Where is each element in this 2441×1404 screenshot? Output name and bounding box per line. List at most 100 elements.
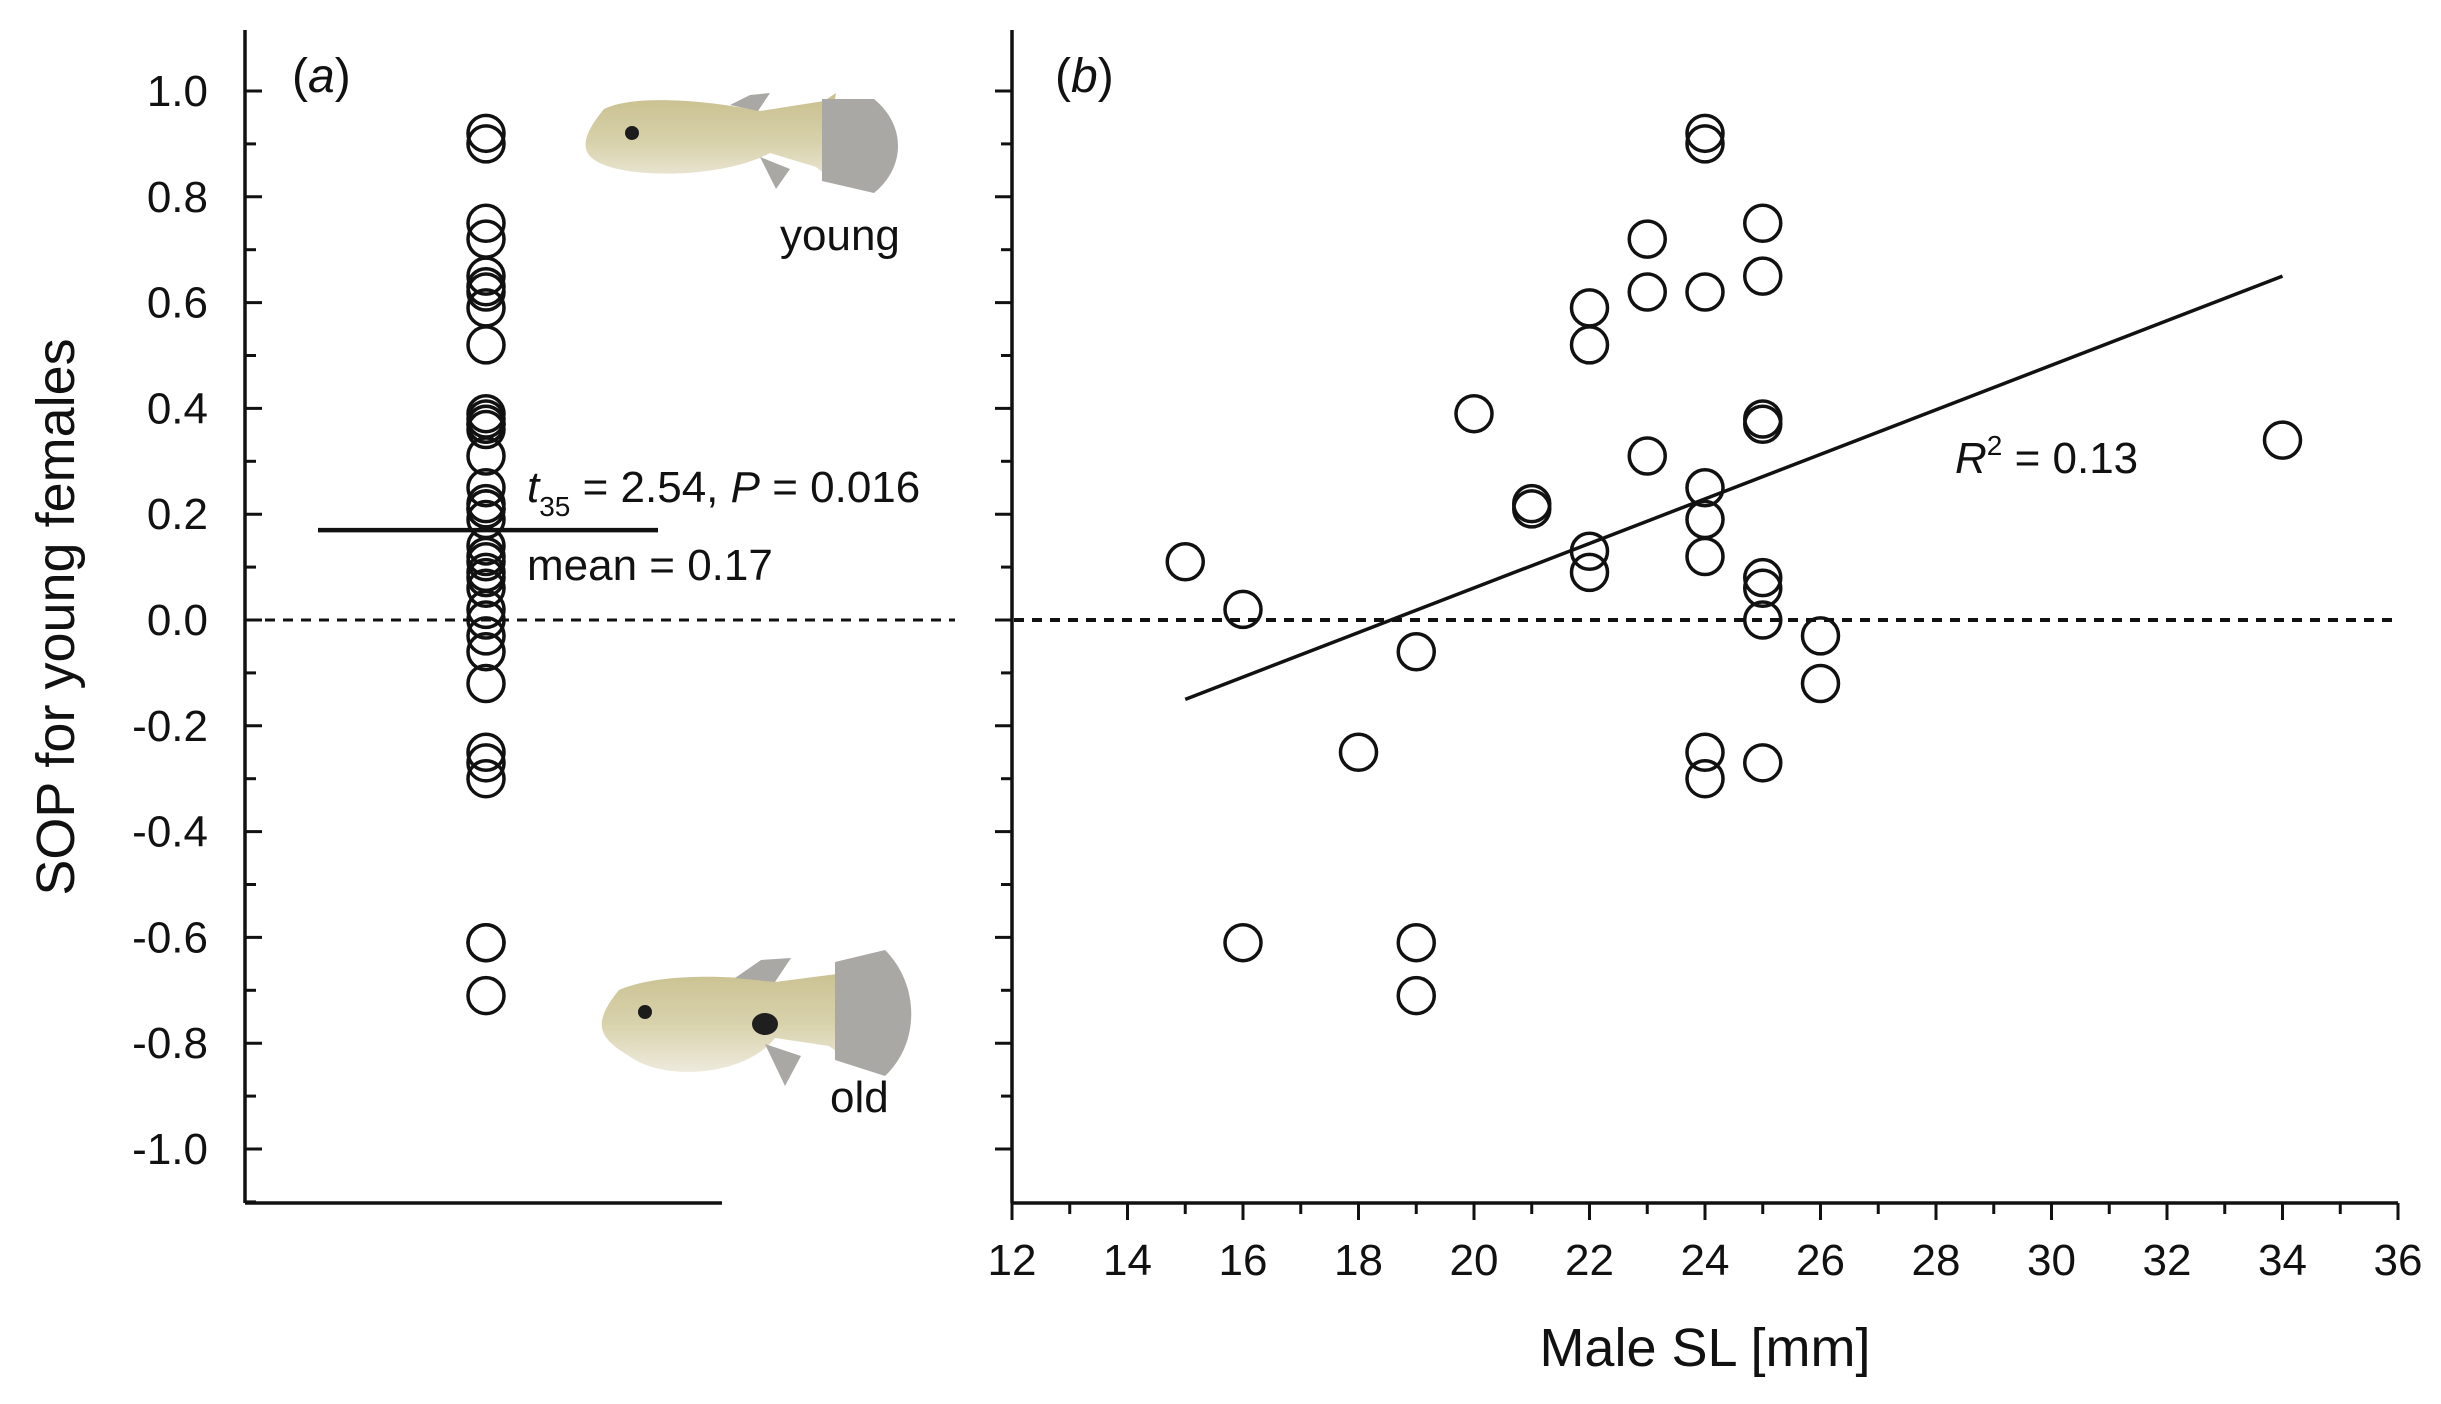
panel-a-point	[466, 631, 506, 672]
panel-a-point	[466, 743, 506, 783]
panel-b-point	[1569, 288, 1610, 328]
panel-a-point	[466, 203, 506, 243]
panel-a-y-tick-label: -0.6	[132, 913, 208, 962]
panel-a-y-tick-label: 0.2	[147, 490, 208, 539]
panel-b-point	[1743, 404, 1783, 445]
panel-b-point	[1165, 542, 1205, 582]
r-squared-annotation: R2 = 0.13	[1955, 430, 2138, 483]
panel-a-y-tick-label: 0.4	[147, 384, 208, 433]
panel-b-x-tick-label: 26	[1796, 1236, 1845, 1285]
y-axis-title: SOP for young females	[26, 338, 86, 895]
panel-a-point	[466, 124, 506, 164]
panel-a-point	[466, 663, 506, 704]
panel-b-point	[1743, 600, 1783, 640]
t-test-annotation: t35 = 2.54, P = 0.016	[527, 463, 920, 522]
x-axis-title: Male SL [mm]	[1539, 1318, 1870, 1378]
panel-b-x-ticks: 12 14 16 18 20 22 24 26 28 30 32 34 36	[988, 1203, 2423, 1285]
panel-b-x-tick-label: 16	[1219, 1236, 1268, 1285]
panel-b-point	[1743, 557, 1783, 598]
panel-b-point	[1512, 483, 1552, 524]
panel-b-point	[1743, 203, 1783, 243]
panel-b-point	[1569, 531, 1610, 571]
panel-a-point	[466, 526, 506, 566]
panel-b-point	[2262, 420, 2303, 460]
panel-a-point	[466, 975, 506, 1016]
panel-a-point	[466, 325, 506, 365]
panel-b-point	[1685, 124, 1725, 164]
mean-annotation: mean = 0.17	[527, 541, 773, 590]
panel-b-x-tick-label: 32	[2143, 1236, 2192, 1285]
panel-a-point	[466, 272, 506, 312]
panel-a-y-tick-label: 0.0	[147, 596, 208, 645]
panel-b-point	[1800, 663, 1841, 704]
panel-a-points	[466, 113, 506, 1016]
panel-a-point	[466, 732, 506, 772]
panel-a-point	[466, 616, 506, 656]
panel-b-point	[1627, 272, 1667, 312]
panel-a-point	[466, 542, 506, 582]
panel-a-y-tick-label: -0.8	[132, 1019, 208, 1068]
panel-b-x-tick-label: 12	[988, 1236, 1037, 1285]
panel-b-point	[1627, 436, 1667, 476]
panel-b-point	[1743, 743, 1783, 783]
panel-b-point	[1223, 589, 1263, 630]
panel-b-point	[1223, 922, 1263, 963]
panel-b-point	[1685, 758, 1725, 799]
panel-a-label: (a)	[292, 50, 351, 103]
panel-b-x-tick-label: 22	[1565, 1236, 1614, 1285]
regression-line	[1184, 274, 2284, 701]
panel-b-x-tick-label: 18	[1334, 1236, 1383, 1285]
panel-a-point	[466, 557, 506, 598]
panel-a-point	[466, 758, 506, 799]
panel-b-point	[1569, 552, 1610, 593]
panel-b-label: (b)	[1055, 50, 1114, 103]
panel-a-y-tick-label: 0.8	[147, 173, 208, 222]
panel-b: 12 14 16 18 20 22 24 26 28 30 32 34 36 (b) R2 = 0.13…	[988, 30, 2423, 1378]
panel-a-y-tick-label: 1.0	[147, 67, 208, 116]
panel-a-point	[466, 113, 506, 154]
old-fish-icon	[601, 950, 912, 1086]
panel-b-x-tick-label: 30	[2027, 1236, 2076, 1285]
panel-a-point	[466, 219, 506, 259]
panel-b-x-tick-label: 28	[1912, 1236, 1961, 1285]
panel-b-x-tick-label: 36	[2374, 1236, 2423, 1285]
panel-b-point	[1685, 113, 1725, 154]
panel-b-point	[1338, 732, 1379, 772]
panel-a-y-tick-label: -0.4	[132, 808, 208, 857]
panel-a-point	[466, 600, 506, 640]
panel-a-y-ticks: -1.0 -0.8 -0.6 -0.4 -0.2 0.0 0.2 0.4 0.6 0.8 1.0	[132, 67, 262, 1204]
panel-a-y-tick-label: -1.0	[132, 1125, 208, 1174]
panel-b-point	[1569, 325, 1610, 365]
panel-a: -1.0 -0.8 -0.6 -0.4 -0.2 0.0 0.2 0.4 0.6 0.8 1.0 (…	[26, 30, 955, 1205]
panel-b-point	[1743, 568, 1783, 609]
panel-a-y-tick-label: -0.2	[132, 702, 208, 751]
panel-b-point	[1800, 616, 1841, 656]
panel-b-point	[1454, 393, 1494, 434]
young-fish-icon	[585, 93, 898, 193]
panel-b-x-tick-label: 34	[2258, 1236, 2307, 1285]
fish-label-old: old	[830, 1073, 889, 1122]
panel-b-point	[1627, 219, 1667, 259]
panel-a-point	[466, 436, 506, 476]
fish-label-young: young	[780, 211, 900, 260]
panel-b-point	[1743, 256, 1783, 296]
panel-b-x-tick-label: 14	[1103, 1236, 1152, 1285]
panel-a-point	[466, 589, 506, 630]
panel-b-point	[1396, 631, 1436, 672]
panel-b-y-ticks	[995, 89, 1012, 1151]
panel-a-point	[466, 922, 506, 963]
panel-b-point	[1396, 922, 1436, 963]
panel-a-point	[466, 409, 506, 450]
panel-a-point	[466, 256, 506, 296]
panel-a-point	[466, 568, 506, 609]
panel-b-point	[1685, 468, 1725, 508]
panel-a-point	[466, 468, 506, 508]
panel-b-point	[1685, 536, 1725, 577]
panel-b-point	[1685, 272, 1725, 312]
panel-b-x-tick-label: 24	[1681, 1236, 1730, 1285]
panel-b-point	[1685, 732, 1725, 772]
panel-b-x-tick-label: 20	[1450, 1236, 1499, 1285]
panel-a-y-tick-label: 0.6	[147, 279, 208, 328]
panel-b-points	[1165, 113, 2303, 1016]
